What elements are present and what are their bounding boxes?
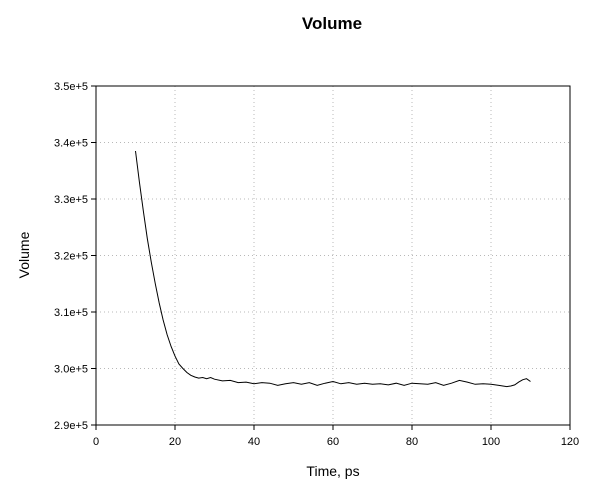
y-tick-label: 3.0e+5 bbox=[54, 364, 88, 376]
x-tick-label: 40 bbox=[248, 436, 260, 448]
y-tick-label: 2.9e+5 bbox=[54, 420, 88, 432]
y-tick-label: 3.2e+5 bbox=[54, 251, 88, 263]
series-line-volume bbox=[135, 150, 531, 388]
x-tick-label: 60 bbox=[327, 436, 339, 448]
y-tick-label: 3.1e+5 bbox=[54, 307, 88, 319]
x-tick-label: 80 bbox=[406, 436, 418, 448]
x-axis-label: Time, ps bbox=[306, 463, 359, 479]
y-tick-label: 3.4e+5 bbox=[54, 138, 88, 150]
x-tick-label: 120 bbox=[561, 436, 579, 448]
y-tick-label: 3.3e+5 bbox=[54, 194, 88, 206]
y-tick-label: 3.5e+5 bbox=[54, 81, 88, 93]
x-axis: 0 20 40 60 80 100 120 bbox=[93, 425, 579, 448]
y-axis: 2.9e+5 3.0e+5 3.1e+5 3.2e+5 3.3e+5 3.4e+5 3.5e… bbox=[54, 81, 96, 432]
chart-title: Volume bbox=[301, 14, 363, 33]
x-tick-label: 0 bbox=[93, 436, 99, 448]
x-tick-label: 100 bbox=[482, 436, 500, 448]
y-axis-label: Volume bbox=[16, 231, 32, 278]
x-tick-label: 20 bbox=[169, 436, 181, 448]
gridlines bbox=[96, 86, 570, 425]
